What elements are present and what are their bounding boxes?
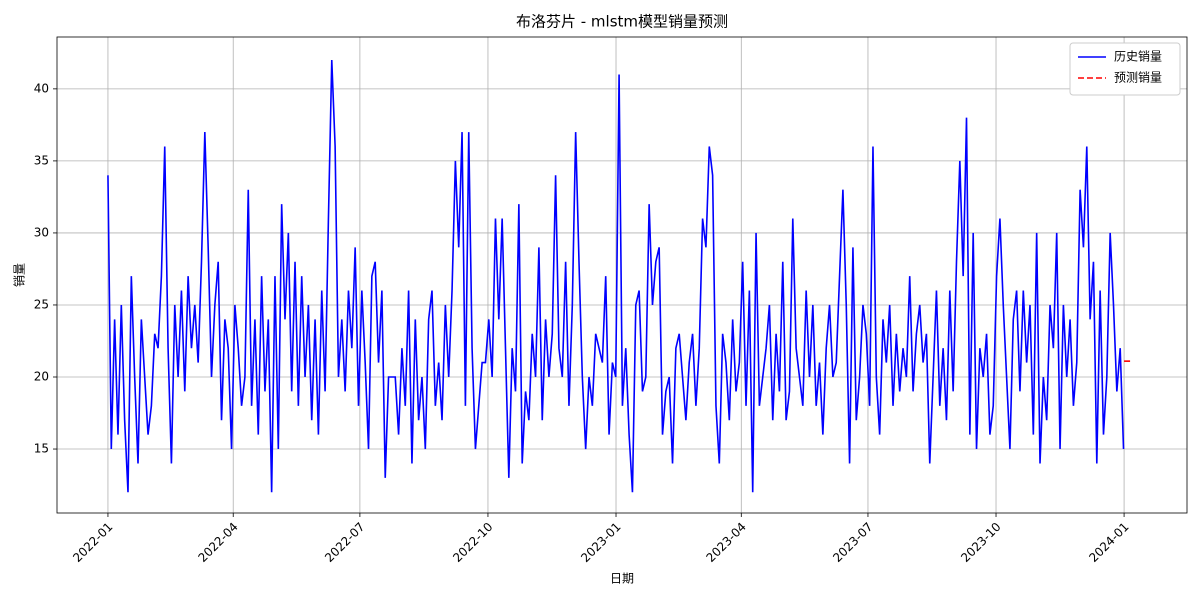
data-line (107, 60, 1125, 493)
y-axis-label: 销量 (13, 263, 27, 287)
legend-label: 历史销量 (1114, 50, 1162, 64)
legend-box (1069, 42, 1181, 96)
y-tick-label: 30 (34, 225, 49, 239)
y-tick-label: 20 (34, 370, 49, 384)
legend-label: 预测销量 (1114, 71, 1162, 85)
y-tick-label: 35 (34, 153, 49, 167)
chart-title: 布洛芬片 - mlstm模型销量预测 (516, 13, 728, 31)
y-tick-label: 25 (34, 297, 49, 311)
x-axis-label: 日期 (610, 572, 634, 586)
y-tick-label: 15 (34, 442, 49, 456)
y-tick-label: 40 (34, 81, 49, 95)
plot-frame (56, 36, 1188, 514)
